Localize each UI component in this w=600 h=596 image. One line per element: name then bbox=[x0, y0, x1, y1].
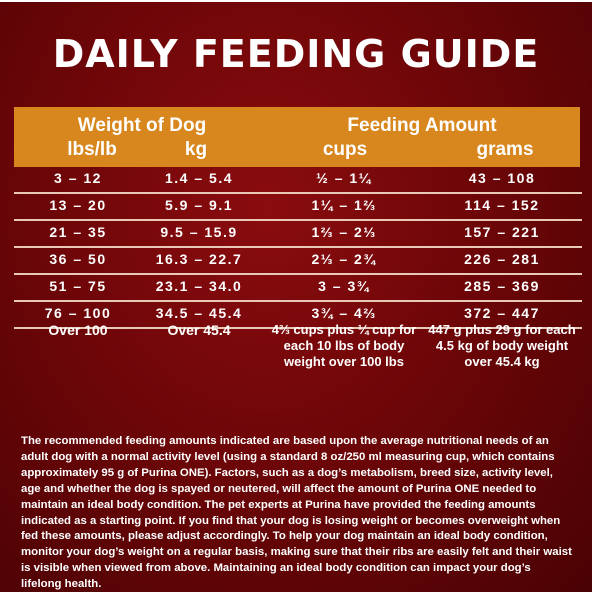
header-weight-of-dog: Weight of Dog bbox=[77, 115, 207, 136]
cell-lbs: 76 – 100 bbox=[44, 305, 112, 321]
cell-cups: 1¼ – 1⅔ bbox=[311, 197, 377, 213]
table-row-over-100: Over 100 Over 45.4 4⅔ cups plus ¼ cup fo… bbox=[14, 319, 582, 379]
cell-kg: 9.5 – 15.9 bbox=[160, 224, 238, 240]
cell-cups: 2⅓ – 2¾ bbox=[311, 251, 377, 267]
table-row: 51 – 75 23.1 – 34.0 3 – 3¾ 285 – 369 bbox=[14, 275, 582, 302]
cell-cups: 1⅔ – 2⅓ bbox=[311, 224, 377, 240]
feeding-guide-panel: DAILY FEEDING GUIDE Weight of Dog Feedin… bbox=[0, 2, 592, 592]
cell-lbs: Over 100 bbox=[48, 322, 108, 338]
feeding-table-body: 3 – 12 1.4 – 5.4 ½ – 1¼ 43 – 108 13 – 20… bbox=[14, 167, 582, 329]
cell-kg: 34.5 – 45.4 bbox=[155, 305, 243, 321]
table-row: 76 – 100 34.5 – 45.4 3¾ – 4⅔ 372 – 447 bbox=[14, 302, 582, 329]
cell-kg: 16.3 – 22.7 bbox=[155, 251, 243, 267]
column-header-cups: cups bbox=[322, 139, 368, 160]
cell-kg: 23.1 – 34.0 bbox=[155, 278, 243, 294]
cell-kg: 5.9 – 9.1 bbox=[165, 197, 233, 213]
table-header: Weight of Dog Feeding Amount lbs/lb kg c… bbox=[14, 107, 580, 167]
cell-cups: 3¾ – 4⅔ bbox=[311, 305, 377, 321]
table-row: 13 – 20 5.9 – 9.1 1¼ – 1⅔ 114 – 152 bbox=[14, 194, 582, 221]
column-header-lbs: lbs/lb bbox=[67, 139, 117, 160]
cell-lbs: 51 – 75 bbox=[49, 278, 107, 294]
cell-grams: 226 – 281 bbox=[464, 251, 540, 267]
cell-grams: 114 – 152 bbox=[464, 197, 540, 213]
cell-lbs: 36 – 50 bbox=[49, 251, 107, 267]
page-title: DAILY FEEDING GUIDE bbox=[52, 32, 540, 76]
column-header-kg: kg bbox=[184, 139, 208, 160]
cell-grams: 372 – 447 bbox=[464, 305, 540, 321]
cell-kg: 1.4 – 5.4 bbox=[165, 170, 233, 186]
column-header-grams: grams bbox=[476, 139, 534, 160]
table-row: 3 – 12 1.4 – 5.4 ½ – 1¼ 43 – 108 bbox=[14, 167, 582, 194]
cell-grams: 157 – 221 bbox=[464, 224, 540, 240]
cell-grams: 285 – 369 bbox=[464, 278, 540, 294]
table-row: 21 – 35 9.5 – 15.9 1⅔ – 2⅓ 157 – 221 bbox=[14, 221, 582, 248]
cell-kg: Over 45.4 bbox=[167, 322, 231, 338]
cell-lbs: 13 – 20 bbox=[49, 197, 107, 213]
header-feeding-amount: Feeding Amount bbox=[347, 115, 497, 136]
cell-lbs: 21 – 35 bbox=[49, 224, 107, 240]
cell-cups: ½ – 1¼ bbox=[316, 170, 372, 186]
cell-grams: 43 – 108 bbox=[468, 170, 536, 186]
cell-cups: 4⅔ cups plus ¼ cup for each 10 lbs of bo… bbox=[271, 322, 417, 369]
cell-lbs: 3 – 12 bbox=[54, 170, 102, 186]
cell-grams: 447 g plus 29 g for each 4.5 kg of body … bbox=[428, 322, 576, 369]
cell-cups: 3 – 3¾ bbox=[318, 278, 370, 294]
table-row: 36 – 50 16.3 – 22.7 2⅓ – 2¾ 226 – 281 bbox=[14, 248, 582, 275]
feeding-disclaimer-paragraph: The recommended feeding amounts indicate… bbox=[21, 435, 572, 591]
